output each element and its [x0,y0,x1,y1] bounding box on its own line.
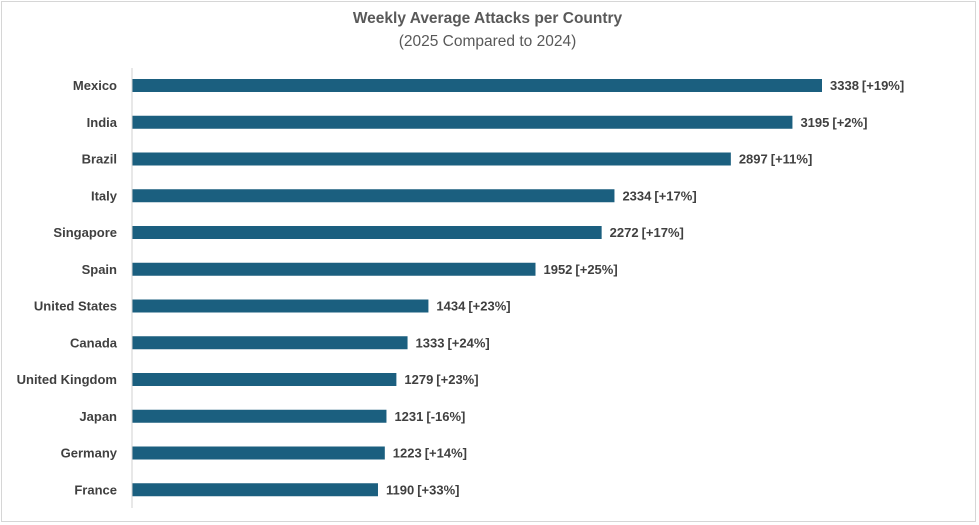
data-label-value: 2897 [739,152,768,167]
category-label: Germany [61,446,118,461]
data-label-change: [+17%] [654,188,696,203]
data-label: 1434 [+23%] [436,299,510,314]
data-label-change: [+33%] [417,482,459,497]
data-label-change: [+24%] [447,335,489,350]
bar [132,79,822,92]
bar [132,299,429,313]
data-label-value: 1279 [404,372,433,387]
data-label-value: 1190 [386,482,414,497]
bar [132,189,615,203]
category-label: India [87,115,118,130]
chart-subtitle: (2025 Compared to 2024) [398,33,577,50]
data-label-value: 1952 [543,262,572,277]
data-label: 2334 [+17%] [622,188,696,203]
data-label-change: [+25%] [575,262,617,277]
bars-group: Mexico 3338 [+19%] India 3195 [+2%] Brazil 2897… [17,78,905,497]
data-label: 1333 [+24%] [416,335,490,350]
data-label: 1952 [+25%] [543,262,617,277]
data-label: 3338 [+19%] [830,78,904,93]
bar [132,336,408,350]
data-label-value: 1231 [394,409,423,424]
category-label: France [74,482,117,497]
bar [132,115,793,129]
category-label: United States [34,299,117,314]
category-label: United Kingdom [17,372,117,387]
data-label: 1231 [-16%] [394,409,465,424]
data-label-value: 1333 [416,335,445,350]
data-label-value: 2334 [622,188,652,203]
bar [132,152,731,166]
data-label: 2897 [+11%] [739,152,812,167]
bar [132,262,536,276]
category-label: Italy [91,188,118,203]
bar [132,226,602,239]
chart-title: Weekly Average Attacks per Country [352,10,623,27]
category-label: Spain [82,262,117,277]
data-label-change: [+2%] [832,115,867,130]
category-label: Singapore [53,225,117,240]
data-label-change: [+14%] [425,446,467,461]
data-label-value: 1223 [393,446,422,461]
data-label: 2272 [+17%] [610,225,684,240]
data-label-change: [+17%] [642,225,684,240]
category-label: Mexico [73,78,117,93]
data-label-change: [+23%] [436,372,478,387]
data-label: 1190 [+33%] [386,482,459,497]
bar [132,446,385,460]
data-label: 3195 [+2%] [800,115,867,130]
bar [132,409,387,423]
data-label-change: [-16%] [426,409,465,424]
category-label: Brazil [82,152,117,167]
category-label: Canada [70,335,118,350]
data-label-change: [+19%] [862,78,904,93]
category-label: Japan [79,409,117,424]
data-label-value: 2272 [610,225,639,240]
bar [132,483,378,497]
bar [132,373,397,386]
data-label-value: 3195 [800,115,829,130]
data-label-change: [+23%] [468,299,510,314]
data-label: 1223 [+14%] [393,446,467,461]
data-label-change: [+11%] [771,152,813,167]
data-label-value: 3338 [830,78,859,93]
data-label-value: 1434 [436,299,466,314]
data-label: 1279 [+23%] [404,372,478,387]
